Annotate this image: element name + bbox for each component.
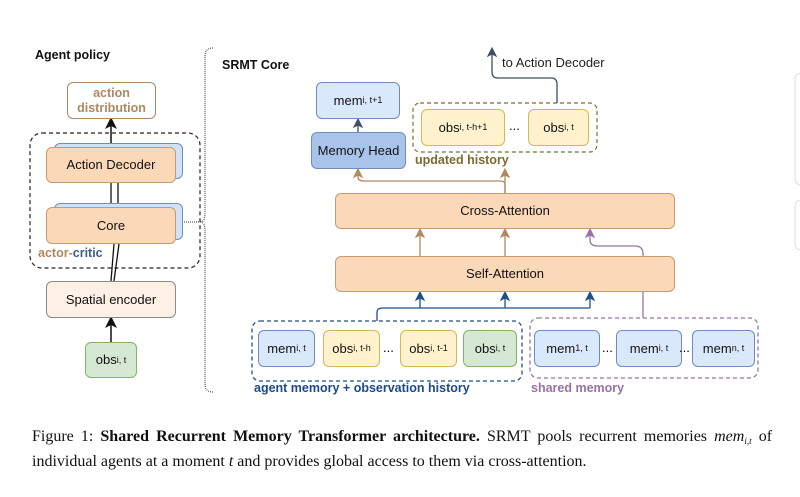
- shared-mem-box: mem i, t: [616, 330, 682, 367]
- srmt-core-title: SRMT Core: [222, 58, 290, 72]
- shared-mem-box: mem n, t: [692, 330, 755, 367]
- ellipsis: ...: [602, 340, 613, 355]
- core-box: Core: [46, 207, 176, 244]
- updated-history-label: updated history: [415, 153, 509, 167]
- memory-head-box: Memory Head: [311, 132, 406, 169]
- shared-memory-label: shared memory: [531, 381, 625, 395]
- cross-attention-box: Cross-Attention: [335, 193, 675, 229]
- agent-policy-title: Agent policy: [35, 48, 111, 62]
- action-decoder-box: Action Decoder: [46, 147, 176, 183]
- history-obs-box: obs i, t: [528, 109, 589, 146]
- ellipsis: ...: [679, 340, 690, 355]
- obs-input-box: obs i, t: [85, 342, 137, 378]
- obs-current-box: obs i, t: [463, 330, 517, 367]
- ellipsis: ...: [509, 118, 520, 133]
- obs-history-box: obs i, t-1: [400, 330, 457, 367]
- obs-history-box: obs i, t-h: [323, 330, 380, 367]
- ellipsis: ...: [383, 340, 394, 355]
- spatial-encoder-box: Spatial encoder: [46, 281, 176, 318]
- history-obs-box: obs i, t-h+1: [421, 109, 505, 146]
- self-attention-box: Self-Attention: [335, 256, 675, 292]
- shared-mem-box: mem 1, t: [534, 330, 600, 367]
- mem-next-box: mem i, t+1: [316, 82, 400, 119]
- to-action-decoder-label: to Action Decoder: [502, 55, 605, 70]
- brace: [199, 47, 214, 393]
- agent-mem-box: mem i, t: [258, 330, 315, 367]
- figure-caption: Figure 1: Shared Recurrent Memory Transf…: [32, 428, 773, 470]
- action-distribution-box: action distribution: [67, 82, 156, 119]
- agent-memory-label: agent memory + observation history: [254, 381, 470, 395]
- actor-critic-group: [29, 132, 201, 269]
- actor-critic-label: actor-critic: [38, 246, 103, 260]
